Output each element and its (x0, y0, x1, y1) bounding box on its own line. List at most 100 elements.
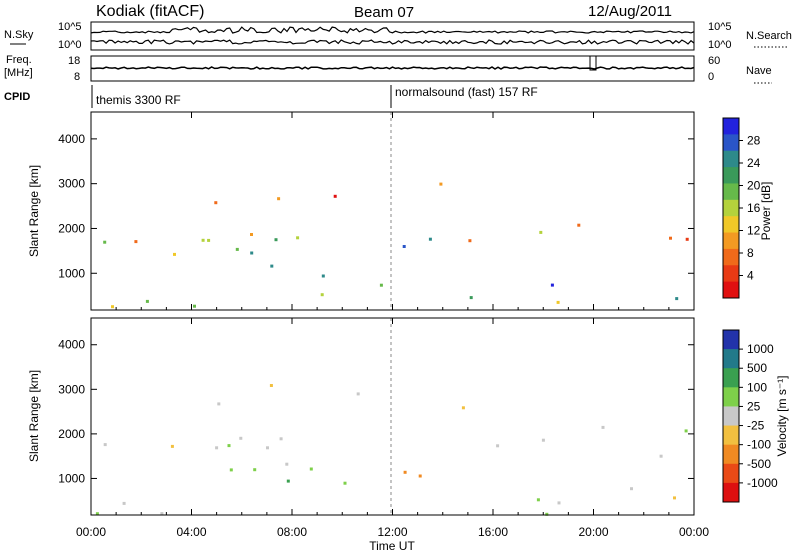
time-x-axis: 00:00 04:00 08:00 12:00 16:00 20:00 00:00 (76, 112, 709, 539)
y-tick-label: 2000 (58, 221, 85, 235)
nsearch-label: N.Search (746, 30, 792, 42)
station-title: Kodiak (fitACF) (96, 3, 204, 20)
heatmap-cell (541, 438, 545, 442)
heatmap-cell (320, 293, 324, 297)
x-tick-label: 04:00 (176, 525, 206, 539)
colorbar-segment (723, 425, 739, 446)
heatmap-cell (229, 468, 233, 472)
heatmap-cell (539, 230, 543, 234)
colorbar-segment (723, 463, 739, 484)
heatmap-cell (103, 443, 107, 447)
heatmap-cell (601, 425, 605, 429)
colorbar-segment (723, 406, 739, 427)
freq-tick-bottom: 8 (74, 71, 80, 83)
heatmap-cell (170, 444, 174, 448)
heatmap-cell (309, 467, 313, 471)
nsky-tick-top: 10^5 (58, 21, 82, 33)
colorbar-tick-label: 16 (747, 201, 761, 215)
freq-spike (589, 55, 597, 71)
colorbar-segment (723, 183, 739, 201)
heatmap-cell (630, 487, 633, 491)
power-ylabel: Slant Range [km] (27, 165, 41, 257)
heatmap-cell (659, 454, 663, 458)
power-heatmap-cells (103, 182, 689, 309)
y-tick-label: 1000 (58, 471, 85, 485)
heatmap-cell (673, 496, 676, 500)
heatmap-cell (536, 498, 540, 502)
heatmap-cell (250, 251, 254, 255)
heatmap-cell (134, 240, 138, 244)
heatmap-cell (103, 240, 107, 244)
heatmap-cell (685, 237, 689, 241)
heatmap-cell (496, 444, 500, 448)
noise-strip-traces (90, 26, 695, 45)
heatmap-cell (461, 406, 465, 410)
nave-label: Nave (746, 65, 772, 77)
colorbar-segment (723, 216, 739, 234)
colorbar-segment (723, 232, 739, 250)
velocity-heatmap-cells (95, 384, 688, 516)
freq-tick-top: 18 (68, 55, 80, 67)
x-axis-label: Time UT (369, 539, 415, 553)
x-tick-label: 08:00 (277, 525, 307, 539)
colorbar-frame (722, 329, 740, 503)
colorbar-tick-label: 1000 (747, 342, 774, 356)
nsearch-tick-bottom: 10^0 (708, 39, 732, 51)
colorbar-tick-label: 20 (747, 179, 761, 193)
heatmap-cell (669, 236, 672, 240)
colorbar-tick-label: 24 (747, 156, 761, 170)
heatmap-cell (250, 233, 253, 236)
colorbar-tick-label: 12 (747, 224, 761, 238)
heatmap-cell (556, 300, 560, 304)
heatmap-cell (545, 512, 549, 516)
cpid-segment-2: normalsound (fast) 157 RF (395, 85, 538, 99)
heatmap-cell (215, 446, 219, 450)
heatmap-cell (253, 468, 257, 472)
velocity-ylabel: Slant Range [km] (27, 370, 41, 462)
nave-tick-top: 60 (708, 55, 720, 67)
y-tick-label: 4000 (58, 132, 85, 146)
heatmap-cell (356, 392, 360, 396)
heatmap-cell (266, 446, 269, 450)
cpid-label: CPID (4, 91, 30, 103)
power-panel-frame (90, 111, 695, 311)
colorbar-segment (723, 150, 739, 168)
colorbar-segment (723, 248, 739, 266)
heatmap-cell (122, 501, 126, 505)
colorbar-tick-label: -25 (747, 419, 765, 433)
heatmap-cell (343, 481, 347, 485)
colorbar-segment (723, 482, 739, 503)
heatmap-cell (235, 247, 239, 251)
x-tick-label: 20:00 (578, 525, 608, 539)
heatmap-cell (469, 296, 473, 300)
cpid-segment-1: themis 3300 RF (96, 93, 181, 107)
freq-strip-traces (90, 55, 695, 71)
heatmap-cell (274, 238, 278, 242)
beam-title: Beam 07 (354, 4, 414, 21)
heatmap-cell (321, 274, 325, 278)
heatmap-cell (402, 245, 406, 248)
nsearch-tick-top: 10^5 (708, 21, 732, 33)
colorbar-tick-label: -500 (747, 457, 771, 471)
heatmap-cell (684, 429, 688, 433)
heatmap-cell (296, 236, 300, 240)
heatmap-cell (439, 182, 443, 186)
heatmap-cell (285, 462, 289, 466)
power-y-axis: 1000 2000 3000 4000 (58, 132, 694, 280)
heatmap-cell (675, 297, 679, 301)
heatmap-cell (286, 479, 290, 483)
nsky-trace (90, 26, 695, 34)
freq-trace (90, 66, 695, 70)
date-title: 12/Aug/2011 (588, 3, 672, 20)
colorbar-tick-label: -1000 (747, 476, 778, 490)
colorbar-tick-label: -100 (747, 438, 771, 452)
colorbar-tick-label: 4 (747, 269, 754, 283)
y-tick-label: 1000 (58, 266, 85, 280)
colorbar-tick-label: 25 (747, 399, 761, 413)
colorbar-tick-label: 8 (747, 246, 754, 260)
heatmap-cell (111, 305, 114, 309)
colorbar-segment (723, 387, 739, 407)
colorbar-segment (723, 265, 739, 283)
power-colorbar: 28 24 20 16 12 8 4 (722, 117, 761, 299)
